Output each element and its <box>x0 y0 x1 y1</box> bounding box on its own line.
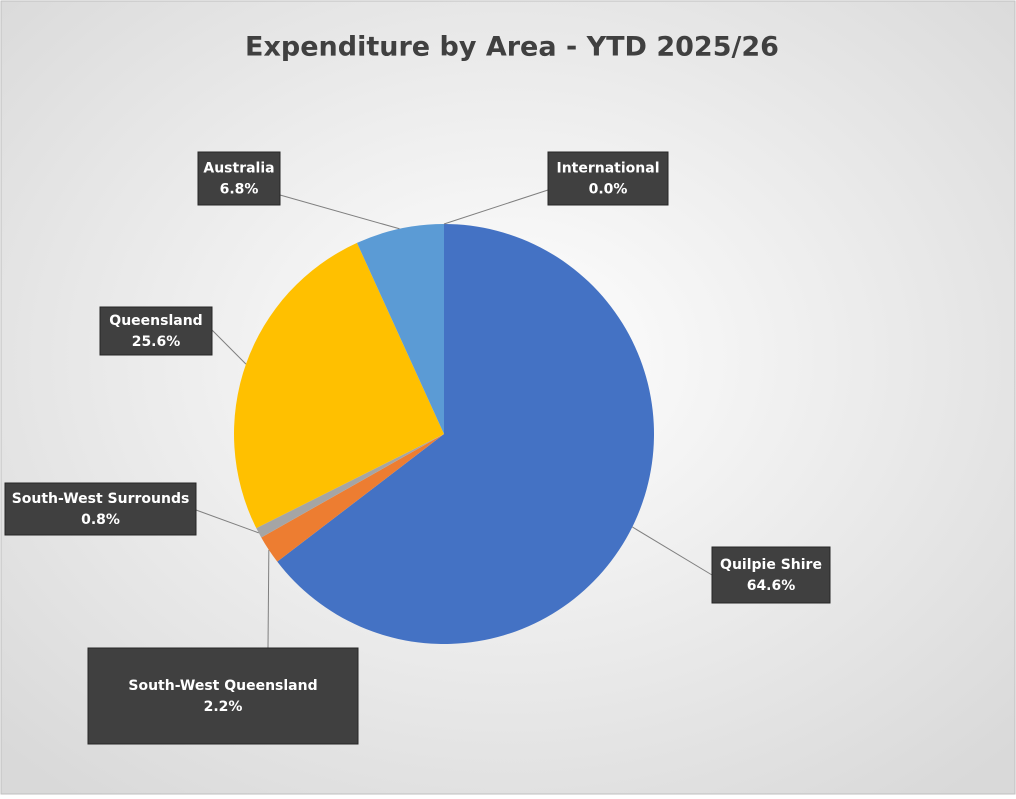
chart-title: Expenditure by Area - YTD 2025/26 <box>245 32 779 63</box>
data-label: 64.6% <box>747 578 796 594</box>
label-name: Australia <box>203 161 274 177</box>
leader-line <box>267 549 270 649</box>
label-box <box>711 546 831 604</box>
leader-line <box>632 526 713 576</box>
label-box <box>99 306 213 356</box>
pie-slice <box>261 434 444 562</box>
leader-line <box>279 194 400 230</box>
data-label: 2.2% <box>204 699 243 715</box>
data-label: 0.8% <box>81 512 120 528</box>
label-box <box>4 482 197 536</box>
label-name: South-West Queensland <box>128 678 317 694</box>
leader-line <box>195 509 259 534</box>
label-name: South-West Surrounds <box>12 491 190 507</box>
pie-slice <box>277 224 655 645</box>
label-box <box>87 647 359 745</box>
label-box <box>197 151 281 206</box>
label-box <box>547 151 669 206</box>
pie-slice <box>356 224 444 434</box>
pie-slice <box>233 242 444 529</box>
pie-slice <box>256 434 444 538</box>
data-label: 0.0% <box>589 182 628 198</box>
data-label: 6.8% <box>220 182 259 198</box>
leader-line <box>443 189 549 225</box>
label-name: Quilpie Shire <box>720 557 822 573</box>
leader-line <box>211 329 247 365</box>
label-name: Queensland <box>109 313 202 329</box>
label-name: International <box>556 161 659 177</box>
data-label: 25.6% <box>132 334 181 350</box>
